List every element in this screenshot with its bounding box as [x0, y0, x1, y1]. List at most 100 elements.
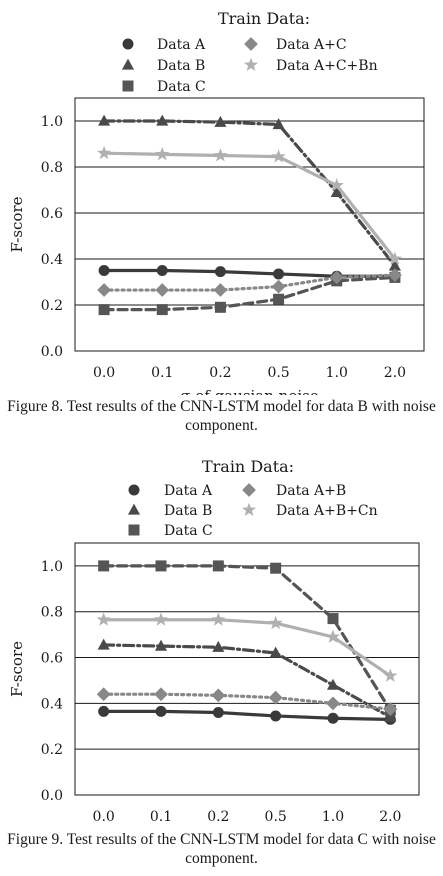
fig8-y-axis-label: F-score — [8, 196, 26, 252]
fig8-point-data-b-4 — [330, 185, 343, 197]
fig8-x-tick-2-0: 2.0 — [384, 365, 406, 381]
fig9-legend-item-data-a-b-cn: Data A+B+Cn — [241, 502, 378, 519]
fig9-x-tick-2-0: 2.0 — [379, 809, 401, 825]
fig8-x-tick-0-2: 0.2 — [209, 365, 231, 381]
fig9-series-data-a-b — [96, 687, 398, 716]
fig9-point-data-a-b-2 — [211, 688, 226, 703]
fig9-point-data-a-1 — [155, 705, 167, 717]
fig8-y-tick-0-6: 0.6 — [41, 206, 63, 222]
fig9-legend-title: Train Data: — [202, 457, 294, 476]
fig8-point-data-a-3 — [273, 268, 285, 280]
fig8-legend-marker-data-a-c-bn — [243, 57, 259, 72]
fig9-legend-item-data-a-b: Data A+B — [242, 483, 346, 499]
figure-8: Train Data: Data A Data B Data C Data A+C Dat… — [7, 9, 436, 434]
fig9-point-data-b-2 — [212, 640, 225, 652]
fig8-legend-marker-data-a-c — [244, 37, 258, 51]
fig9-plot-area — [74, 542, 420, 796]
fig8-point-data-a-c-4 — [329, 270, 344, 285]
fig9-point-data-a-4 — [327, 712, 339, 724]
figure-9: Train Data: Data A Data B Data C Data A+B Dat… — [0, 450, 443, 876]
fig9-series-line-data-a-b-cn — [102, 618, 392, 678]
fig8-x-tick-0-5: 0.5 — [267, 365, 289, 381]
fig9-y-tick-0-6: 0.6 — [41, 651, 63, 667]
fig9-series-line-data-a-b — [102, 692, 392, 711]
fig9-point-data-c-2 — [212, 560, 224, 572]
fig8-y-tick-0-4: 0.4 — [41, 252, 63, 268]
fig9-point-data-a-0 — [98, 705, 110, 717]
fig8-point-data-c-1 — [156, 304, 168, 316]
fig8-x-axis-label: σ of gausian noise — [180, 387, 319, 395]
fig9-legend-marker-data-a-b-cn — [241, 502, 257, 517]
fig8-point-data-a-c-bn-0 — [97, 145, 112, 160]
fig8-point-data-a-c-bn-2 — [213, 148, 228, 162]
fig8-point-data-a-c-3 — [271, 279, 286, 294]
fig9-point-data-a-b-cn-1 — [153, 612, 169, 626]
fig8-series-data-b — [98, 114, 401, 271]
fig8-legend-item-data-a-c: Data A+C — [244, 37, 347, 53]
fig9-x-tick-0-2: 0.2 — [207, 809, 229, 825]
fig9-legend-label-data-b: Data B — [164, 503, 212, 519]
fig8-point-data-b-3 — [272, 118, 285, 130]
fig9-legend-item-data-b: Data B — [127, 503, 212, 519]
fig9-legend-marker-data-a-b — [242, 483, 256, 497]
fig8-point-data-a-c-1 — [155, 283, 170, 297]
fig8-chart: Train Data: Data A Data B Data C Data A+C Dat… — [8, 9, 425, 395]
fig8-legend-item-data-a-c-bn: Data A+C+Bn — [243, 57, 378, 74]
fig8-point-data-c-0 — [98, 304, 110, 316]
fig8-series-line-data-a-c — [102, 273, 397, 292]
fig8-x-tick-1-0: 1.0 — [326, 365, 348, 381]
fig9-series-data-a-b-cn — [96, 612, 398, 682]
fig9-point-data-a-b-cn-0 — [96, 612, 111, 626]
fig9-point-data-a-b-cn-4 — [325, 629, 341, 643]
fig8-legend-marker-data-a — [122, 38, 134, 50]
fig8-point-data-b-2 — [214, 115, 227, 127]
fig9-legend-item-data-c: Data C — [128, 523, 213, 539]
fig9-point-data-a-3 — [270, 710, 282, 722]
fig9-point-data-b-4 — [326, 678, 340, 690]
fig8-legend-marker-data-c — [122, 80, 134, 92]
fig9-point-data-b-1 — [154, 639, 168, 651]
fig8-x-tick-0-0: 0.0 — [93, 365, 115, 381]
fig8-legend-item-data-b: Data B — [121, 58, 205, 74]
fig9-y-tick-1-0: 1.0 — [41, 559, 63, 575]
fig9-x-tick-0-1: 0.1 — [150, 809, 172, 825]
fig9-legend-label-data-c: Data C — [164, 523, 213, 539]
fig9-series-data-a — [98, 705, 396, 725]
fig9-point-data-a-b-5 — [383, 702, 398, 716]
figure-9-caption: Figure 9. Test results of the CNN-LSTM m… — [7, 831, 436, 867]
fig9-x-tick-0-0: 0.0 — [93, 809, 115, 825]
fig9-series-line-data-c — [102, 564, 392, 712]
fig8-plot-area — [74, 97, 425, 352]
fig9-point-data-a-b-cn-2 — [211, 612, 226, 626]
fig8-point-data-a-1 — [156, 265, 168, 276]
fig9-y-tick-0-2: 0.2 — [41, 742, 63, 758]
fig9-legend-marker-data-c — [128, 524, 140, 536]
fig8-legend-label-data-a: Data A — [157, 37, 206, 53]
fig9-legend-marker-data-b — [127, 503, 141, 515]
fig9-point-data-c-4 — [327, 613, 339, 625]
fig9-chart: Train Data: Data A Data B Data C Data A+B Dat… — [8, 457, 420, 825]
fig9-point-data-c-1 — [155, 560, 167, 572]
fig9-legend-marker-data-a — [128, 484, 140, 496]
fig8-y-tick-0-0: 0.0 — [41, 344, 63, 360]
fig9-point-data-a-b-cn-3 — [268, 615, 283, 630]
fig8-point-data-b-1 — [156, 114, 169, 126]
fig9-series-data-b — [97, 638, 397, 722]
fig8-legend-title: Train Data: — [218, 9, 310, 28]
fig8-point-data-a-c-2 — [213, 283, 228, 297]
fig9-y-axis-label: F-score — [8, 641, 26, 697]
fig8-point-data-b-5 — [388, 259, 401, 271]
fig8-point-data-c-2 — [214, 301, 226, 313]
fig9-legend-label-data-a-b: Data A+B — [276, 483, 346, 499]
fig8-legend-item-data-c: Data C — [122, 79, 206, 95]
fig8-point-data-a-c-0 — [97, 283, 111, 297]
fig9-point-data-a-2 — [212, 707, 224, 719]
fig9-point-data-a-b-3 — [268, 690, 283, 705]
fig8-legend-label-data-a-c: Data A+C — [276, 37, 347, 53]
fig9-point-data-c-3 — [270, 562, 282, 574]
fig8-series-line-data-b — [102, 119, 397, 268]
chart-figure-9: Train Data: Data A Data B Data C Data A+B Dat… — [8, 457, 420, 825]
fig8-point-data-b-0 — [98, 114, 111, 126]
fig8-point-data-c-3 — [273, 293, 285, 305]
fig8-point-data-a-c-bn-5 — [387, 251, 402, 266]
